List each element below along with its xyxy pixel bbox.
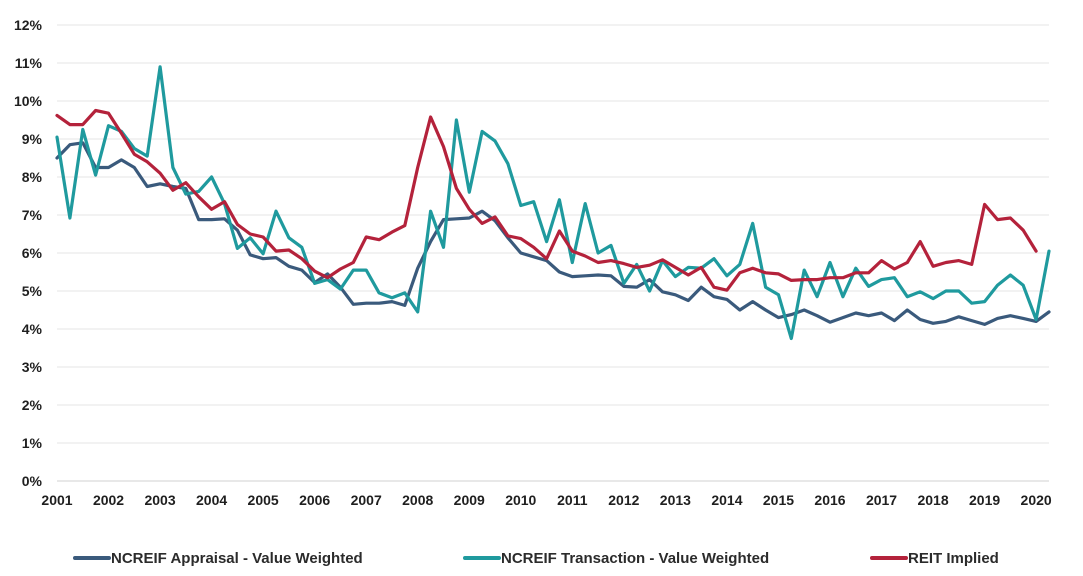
y-axis-tick-labels: 0% 1% 2% 3% 4% 5% 6% 7% 8% 9% 10% 11% 12%	[14, 17, 43, 489]
y-tick-label: 11%	[15, 55, 43, 71]
x-tick-label: 2018	[917, 492, 948, 508]
x-tick-label: 2016	[814, 492, 845, 508]
x-tick-label: 2014	[711, 492, 742, 508]
legend: NCREIF Appraisal - Value Weighted NCREIF …	[73, 550, 999, 567]
y-tick-label: 7%	[22, 207, 43, 223]
series-lines	[55, 65, 1051, 341]
y-tick-label: 5%	[22, 283, 43, 299]
x-tick-label: 2017	[866, 492, 897, 508]
x-tick-label: 2009	[454, 492, 485, 508]
legend-label-0: NCREIF Appraisal - Value Weighted	[111, 550, 363, 567]
x-tick-label: 2020	[1021, 492, 1052, 508]
x-tick-label: 2004	[196, 492, 227, 508]
x-tick-label: 2001	[41, 492, 72, 508]
y-tick-label: 1%	[22, 435, 43, 451]
y-tick-label: 2%	[22, 397, 43, 413]
y-tick-label: 10%	[14, 93, 43, 109]
x-axis-tick-labels: 2001 2002 2003 2004 2005 2006 2007 2008 2009 2010…	[41, 492, 1051, 508]
gridlines	[57, 24, 1049, 482]
series-line-1	[55, 65, 1051, 341]
x-tick-label: 2012	[608, 492, 639, 508]
x-tick-label: 2010	[505, 492, 536, 508]
x-tick-label: 2011	[557, 492, 588, 508]
x-tick-label: 2008	[402, 492, 433, 508]
x-tick-label: 2005	[248, 492, 279, 508]
y-tick-label: 8%	[22, 169, 43, 185]
y-tick-label: 9%	[22, 131, 43, 147]
series-line-0	[55, 141, 1051, 326]
y-tick-label: 3%	[22, 359, 43, 375]
x-tick-label: 2002	[93, 492, 124, 508]
x-tick-label: 2007	[351, 492, 382, 508]
x-tick-label: 2003	[144, 492, 175, 508]
y-tick-label: 4%	[22, 321, 43, 337]
series-line-2	[55, 108, 1038, 292]
x-tick-label: 2006	[299, 492, 330, 508]
y-tick-label: 0%	[22, 473, 43, 489]
y-tick-label: 12%	[14, 17, 43, 33]
legend-label-1: NCREIF Transaction - Value Weighted	[501, 550, 769, 567]
y-tick-label: 6%	[22, 245, 43, 261]
x-tick-label: 2013	[660, 492, 691, 508]
x-tick-label: 2019	[969, 492, 1000, 508]
legend-label-2: REIT Implied	[908, 550, 999, 567]
x-tick-label: 2015	[763, 492, 794, 508]
